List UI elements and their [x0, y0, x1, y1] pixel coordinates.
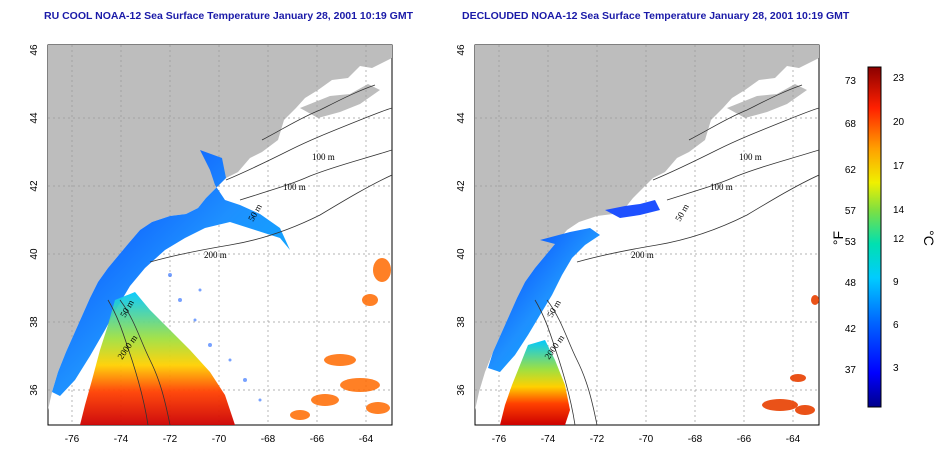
colorbar-c-tick: 17: [893, 161, 905, 172]
left-lat-ticks: 36 38 40 42 44 46: [29, 44, 40, 396]
right-lon-ticks: -76 -74 -72 -70 -68 -66 -64: [492, 434, 801, 445]
colorbar-fahrenheit-unit: °F: [830, 231, 846, 245]
right-lon-tick: -74: [541, 434, 556, 445]
left-bathymetry-contours: [107, 84, 392, 425]
right-lon-tick: -76: [492, 434, 507, 445]
right-lat-ticks: 36 38 40 42 44 46: [456, 44, 467, 396]
colorbar-c-tick: 3: [893, 363, 899, 374]
colorbar-c-tick: 12: [893, 234, 905, 245]
colorbar-gradient: [867, 66, 882, 408]
left-sst-speckle: [168, 273, 262, 402]
right-map: [474, 44, 820, 426]
left-lon-tick: -70: [212, 434, 227, 445]
right-lat-tick: 42: [456, 180, 467, 192]
colorbar-c-tick: 20: [893, 117, 905, 128]
right-graticule: [475, 45, 819, 425]
colorbar-f-tick: 57: [845, 206, 857, 217]
left-contour-label-200m: 200 m: [204, 250, 227, 260]
colorbar-f-tick: 68: [845, 119, 857, 130]
colorbar-c-tick: 14: [893, 205, 905, 216]
right-lat-tick: 36: [456, 384, 467, 396]
colorbar-f-tick: 53: [845, 237, 857, 248]
left-lat-tick: 38: [29, 316, 40, 328]
right-sst-warm-plume: [500, 340, 570, 425]
left-lon-tick: -74: [114, 434, 129, 445]
right-lat-tick: 40: [456, 248, 467, 260]
left-lat-tick: 40: [29, 248, 40, 260]
colorbar-f-tick: 42: [845, 324, 857, 335]
right-bathymetry-contours: [534, 84, 819, 425]
left-contour-label-100m-upper: 100 m: [312, 152, 335, 162]
left-lat-tick: 44: [29, 112, 40, 124]
right-lon-tick: -64: [786, 434, 801, 445]
left-lat-tick: 42: [29, 180, 40, 192]
colorbar-f-tick: 48: [845, 278, 857, 289]
left-lon-ticks: -76 -74 -72 -70 -68 -66 -64: [65, 434, 374, 445]
right-lon-tick: -66: [737, 434, 752, 445]
right-lat-tick: 44: [456, 112, 467, 124]
right-lon-tick: -68: [688, 434, 703, 445]
colorbar: 73 68 62 57 53 48 42 37 23 20 17 14 12 9…: [830, 66, 937, 408]
left-lat-tick: 36: [29, 384, 40, 396]
colorbar-c-tick: 9: [893, 277, 899, 288]
left-lon-tick: -68: [261, 434, 276, 445]
left-sst-offshore-warm: [290, 258, 391, 420]
colorbar-celsius-unit: °C: [921, 230, 937, 246]
right-sst-gulf-of-maine: [605, 200, 660, 218]
colorbar-f-tick: 62: [845, 165, 857, 176]
right-contour-label-200m: 200 m: [631, 250, 654, 260]
right-sst-coastal-band: [488, 228, 600, 372]
right-map-title: DECLOUDED NOAA-12 Sea Surface Temperatur…: [462, 10, 850, 22]
colorbar-c-tick: 6: [893, 320, 899, 331]
right-lat-tick: 38: [456, 316, 467, 328]
right-land-nova-scotia: [727, 84, 807, 118]
colorbar-c-tick: 23: [893, 73, 905, 84]
left-lon-tick: -76: [65, 434, 80, 445]
left-map-title: RU COOL NOAA-12 Sea Surface Temperature …: [44, 10, 414, 22]
left-lon-tick: -72: [163, 434, 178, 445]
left-map: [47, 44, 393, 426]
right-contour-label-100m-lower: 100 m: [710, 182, 733, 192]
right-lon-tick: -72: [590, 434, 605, 445]
right-lon-tick: -70: [639, 434, 654, 445]
right-land-mass: [475, 45, 819, 410]
right-sst-offshore-warm: [762, 295, 819, 415]
left-lat-tick: 46: [29, 44, 40, 56]
left-lon-tick: -64: [359, 434, 374, 445]
left-land-mass: [48, 45, 392, 410]
right-lat-tick: 46: [456, 44, 467, 56]
left-land-nova-scotia: [300, 84, 380, 118]
left-sst-coastal-band: [52, 150, 290, 396]
colorbar-f-tick: 37: [845, 365, 857, 376]
left-sst-warm-plume: [80, 292, 235, 425]
left-contour-label-100m-lower: 100 m: [283, 182, 306, 192]
right-contour-label-100m-upper: 100 m: [739, 152, 762, 162]
colorbar-f-tick: 73: [845, 76, 857, 87]
left-lon-tick: -66: [310, 434, 325, 445]
